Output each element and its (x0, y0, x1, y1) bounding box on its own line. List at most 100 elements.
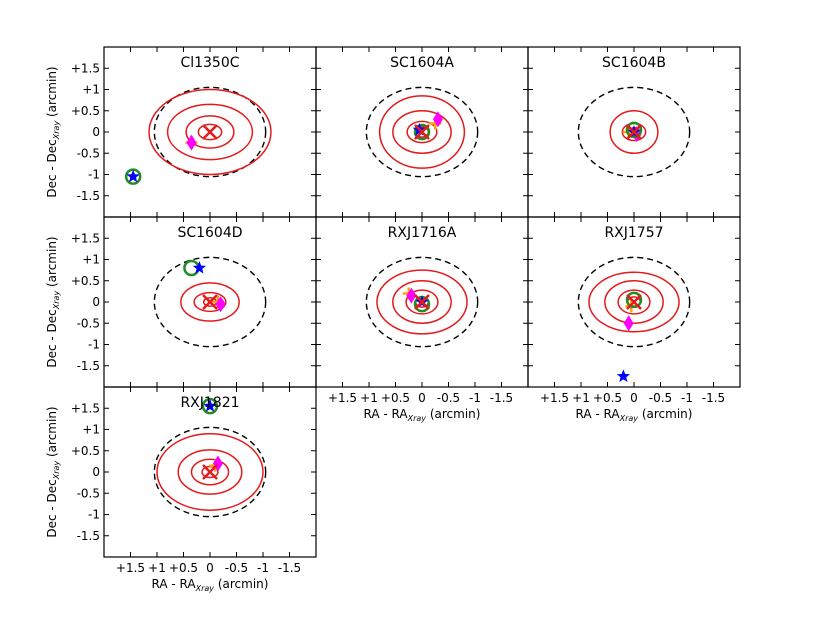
x-tick-label: +0.5 (381, 391, 410, 405)
y-tick-label: +1.5 (71, 401, 100, 415)
panel-sc1604d: SC1604D +1.5 +1 +0.5 0 -0.5 -1 -1.5 Dec - DecXra… (45, 216, 317, 388)
contour (148, 88, 272, 176)
panel-title: Cl1350C (180, 55, 239, 71)
x-axis-label: RA - RAXray (arcmin) (576, 407, 693, 423)
panel-plot-area (153, 256, 267, 348)
xray-cross-marker (202, 294, 218, 310)
contour (405, 289, 439, 315)
panel-plot-area (153, 397, 267, 518)
dashed-circle (365, 86, 479, 178)
x-tick-label: +0.5 (169, 561, 198, 575)
contour (588, 271, 680, 333)
panel-rxj1716a: RXJ1716A +1.5 +1 +0.5 0 -0.5 -1 -1.5 RA - RAXray… (315, 216, 529, 423)
x-tick-label: -1.5 (490, 391, 513, 405)
star-marker (203, 399, 217, 412)
x-axis-label: RA - RAXray (arcmin) (152, 577, 269, 593)
contour (406, 120, 438, 144)
y-tick-label: +0.5 (71, 274, 100, 288)
star-marker (192, 261, 207, 274)
y-axis-label: Dec - DecXray (arcmin) (45, 406, 61, 537)
y-tick-label: -1.5 (77, 189, 100, 203)
contour (180, 282, 240, 322)
y-tick-label: +1 (82, 423, 100, 437)
contour (392, 280, 452, 324)
x-tick-label: -0.5 (649, 391, 672, 405)
y-tick-label: -0.5 (77, 316, 100, 330)
panel-sc1604a: SC1604A (315, 46, 529, 218)
x-tick-label: -1 (469, 391, 481, 405)
panel-sc1604b: SC1604B (527, 46, 741, 218)
x-tick-label: +1.5 (540, 391, 569, 405)
panel-title: RXJ1716A (388, 225, 457, 241)
x-axis-label: RA - RAXray (arcmin) (364, 407, 481, 423)
star-marker (126, 169, 140, 183)
panel-plot-area (365, 86, 479, 178)
x-tick-label: +1.5 (328, 391, 357, 405)
y-tick-label: -1 (88, 338, 100, 352)
dashed-circle (365, 256, 479, 348)
xray-cross-marker (414, 124, 430, 140)
x-tick-label: 0 (418, 391, 426, 405)
y-axis-label: Dec - DecXray (arcmin) (45, 66, 61, 197)
y-tick-label: +1.5 (71, 61, 100, 75)
x-tick-label: -0.5 (437, 391, 460, 405)
panel-plot-area (577, 256, 691, 383)
x-tick-label: -1 (681, 391, 693, 405)
y-tick-label: +1 (82, 253, 100, 267)
y-tick-label: -0.5 (77, 146, 100, 160)
contour (392, 110, 452, 154)
contour (604, 280, 664, 324)
y-tick-label: +0.5 (71, 104, 100, 118)
y-tick-label: 0 (92, 465, 100, 479)
x-tick-label: +1.5 (116, 561, 145, 575)
x-tick-label: 0 (206, 561, 214, 575)
circle-marker (625, 291, 643, 309)
circle-marker (413, 123, 431, 141)
dashed-circle (577, 86, 691, 178)
x-tick-label: -1.5 (278, 561, 301, 575)
contour (190, 458, 230, 486)
panel-plot-area (577, 86, 691, 178)
dashed-circle (153, 426, 267, 518)
contour (609, 110, 659, 154)
panel-rxj1757: RXJ1757 +1.5 +1 +0.5 0 -0.5 -1 -1.5 RA - RAXray … (527, 216, 741, 423)
dashed-circle (153, 86, 267, 178)
panel-plot-area (124, 86, 272, 185)
y-tick-label: 0 (92, 125, 100, 139)
y-tick-label: -1 (88, 168, 100, 182)
x-tick-label: +0.5 (593, 391, 622, 405)
circle-marker (201, 397, 219, 415)
diamond-marker (432, 111, 443, 128)
dashed-circle (153, 256, 267, 348)
diamond-marker (215, 296, 226, 313)
contour (617, 289, 651, 315)
x-tick-label: +1 (148, 561, 166, 575)
contour (197, 123, 223, 141)
x-tick-label: +1 (360, 391, 378, 405)
diamond-marker (406, 287, 417, 304)
contour (378, 95, 466, 169)
y-tick-label: +0.5 (71, 444, 100, 458)
circle-marker (124, 168, 142, 185)
x-tick-label: -0.5 (225, 561, 248, 575)
star-marker (616, 369, 631, 383)
panel-cl1350c: Cl1350C +1.5 +1 +0.5 0 -0.5 -1 -1.5 Dec - DecXra… (45, 46, 317, 218)
dashed-circle (577, 256, 691, 348)
y-tick-label: -1 (88, 508, 100, 522)
y-tick-label: +1.5 (71, 231, 100, 245)
contour (177, 449, 243, 495)
y-tick-label: -0.5 (77, 486, 100, 500)
y-axis-label: Dec - DecXray (arcmin) (45, 236, 61, 367)
diamond-marker (623, 315, 634, 332)
x-tick-label: -1 (257, 561, 269, 575)
y-tick-label: 0 (92, 295, 100, 309)
contour (156, 433, 264, 511)
contour (166, 103, 254, 161)
xray-cross-marker (202, 124, 218, 140)
panel-title: RXJ1821 (180, 395, 239, 411)
diamond-marker (186, 134, 197, 151)
y-tick-label: +1 (82, 83, 100, 97)
